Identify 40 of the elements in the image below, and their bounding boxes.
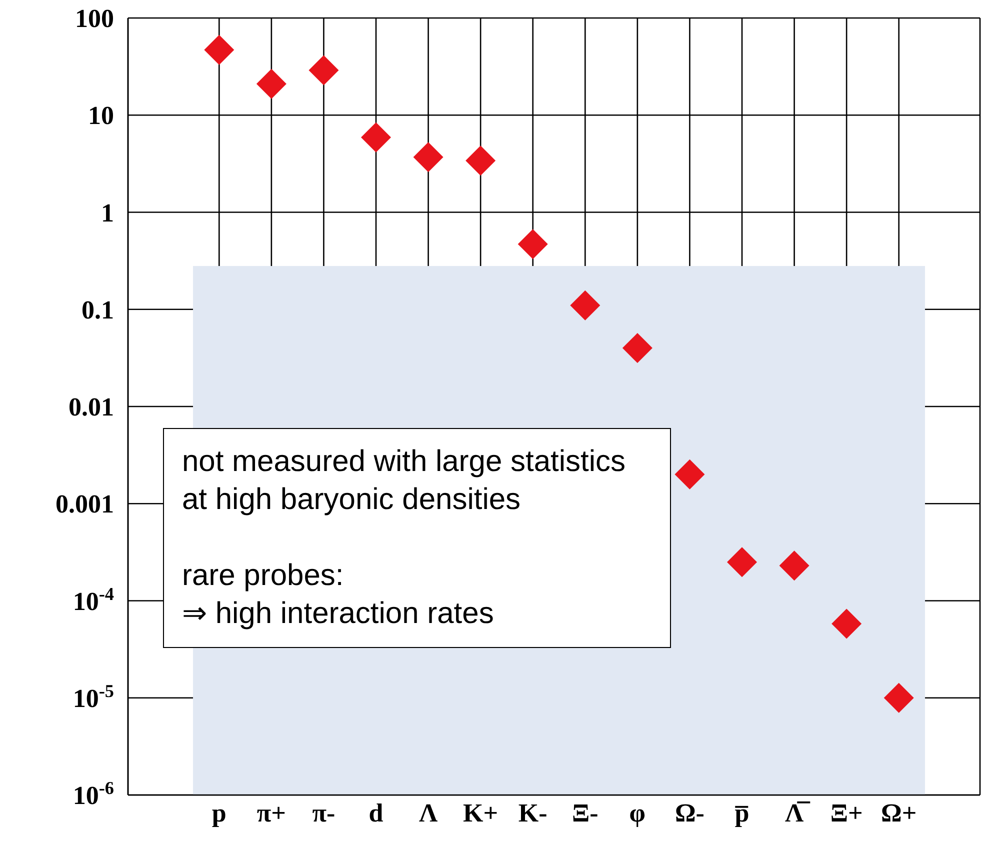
point [832, 608, 862, 639]
y-tick-label: 10 [88, 101, 114, 130]
point [466, 146, 496, 176]
x-tick-label: π+ [256, 798, 286, 828]
point [518, 229, 548, 260]
annotation: ⇒ high interaction rates [182, 596, 495, 632]
y-tick-label: 10$^{-6}$ [72, 778, 114, 810]
x-tick-label: d [368, 798, 384, 828]
y-tick-label: 10$^{-4}$ [72, 584, 114, 616]
annotation: rare probes: [182, 558, 345, 594]
x-tick-label: Ω+ [881, 798, 917, 828]
point [361, 122, 391, 152]
point [779, 550, 810, 581]
x-tick-label: K- [518, 798, 548, 828]
y-tick-label: 0.1 [82, 295, 114, 324]
point [727, 547, 757, 578]
annotation: not measured with large statistics at high baryonic densities [182, 444, 627, 518]
y-tick-label: 100 [75, 4, 114, 34]
point [674, 459, 705, 490]
point [308, 55, 339, 86]
y-tick-label: 10$^{-5}$ [72, 680, 114, 713]
x-tick-label: Λ̅ [784, 798, 811, 828]
point [256, 68, 286, 99]
x-tick-label: K+ [463, 798, 498, 828]
point [622, 333, 652, 364]
point [413, 142, 444, 172]
x-tick-label: p̅ [734, 798, 750, 828]
y-tick-label: 0.01 [68, 392, 114, 422]
point [204, 34, 234, 65]
x-tick-label: π- [312, 798, 336, 828]
x-tick-label: φ [629, 798, 646, 828]
x-tick-label: p [212, 798, 226, 828]
x-tick-label: Ξ+ [830, 798, 863, 828]
x-tick-label: Ξ- [572, 798, 598, 828]
y-tick-label: 0.001 [56, 490, 114, 519]
point [884, 682, 914, 713]
y-tick-label: 1 [101, 198, 114, 228]
x-tick-label: Λ [418, 798, 438, 828]
point [570, 290, 600, 320]
x-tick-label: Ω- [674, 798, 704, 828]
